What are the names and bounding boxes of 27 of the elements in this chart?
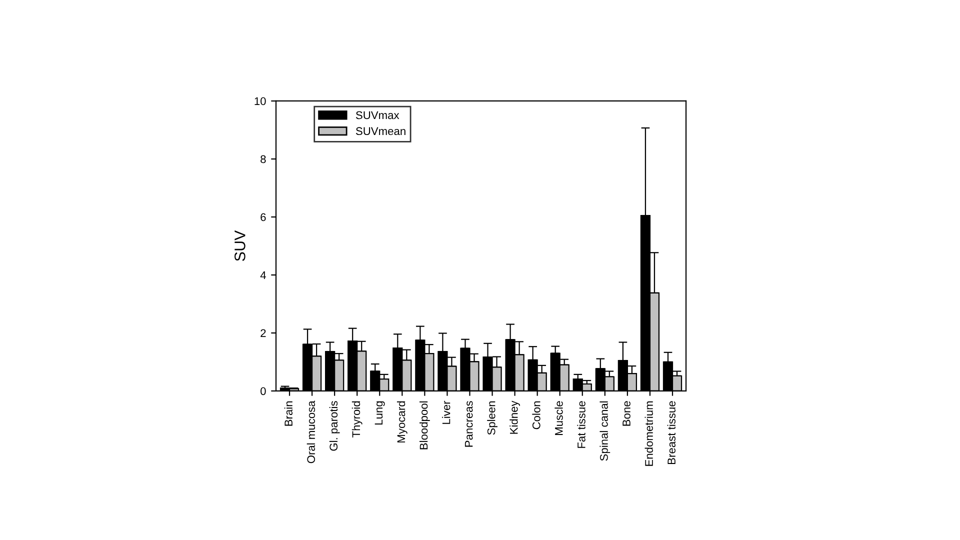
- y-tick-label: 6: [260, 213, 266, 222]
- x-tick-label: Endometrium: [644, 401, 653, 466]
- x-tick-label: Liver: [442, 400, 450, 424]
- x-tick-label: Oral mucosa: [306, 400, 316, 464]
- x-tick-label: Kidney: [510, 400, 520, 434]
- x-tick-label: Lung: [374, 401, 385, 424]
- y-tick-label: 8: [260, 155, 266, 164]
- y-tick-label: 2: [260, 329, 266, 337]
- y-tick-label: 4: [260, 271, 266, 279]
- x-tick-label: Bone: [622, 401, 630, 426]
- x-tick-label: Colon: [532, 401, 540, 430]
- x-tick-label: Bloodpool: [420, 401, 430, 450]
- x-tick-label: Pancreas: [464, 401, 473, 447]
- x-tick-label: Breast tissue: [667, 401, 676, 464]
- x-tick-label: Myocard: [396, 401, 408, 442]
- x-tick-label: Muscle: [554, 401, 563, 435]
- x-tick-label: Thyroid: [352, 401, 362, 438]
- x-tick-label: Spinal canal: [600, 401, 610, 461]
- x-tick-label: Spleen: [487, 401, 498, 435]
- x-tick-label: Brain: [284, 401, 292, 426]
- legend-label: SUVmean: [356, 127, 406, 136]
- legend-label: SUVmax: [356, 111, 400, 120]
- x-tick-label: Fat tissue: [577, 401, 586, 448]
- x-tick-label: Gl. parotis: [329, 401, 340, 451]
- y-axis-title: SUV: [234, 230, 246, 261]
- y-tick-label: 10: [254, 97, 266, 106]
- y-tick-label: 0: [260, 387, 266, 396]
